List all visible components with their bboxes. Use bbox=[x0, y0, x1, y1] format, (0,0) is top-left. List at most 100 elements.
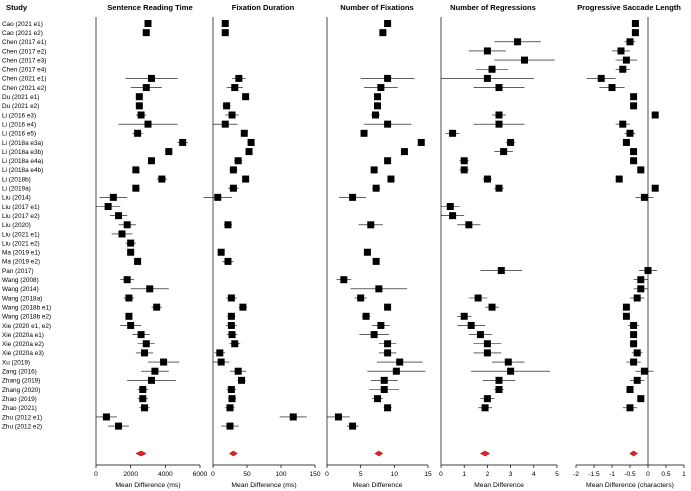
point-marker bbox=[640, 367, 648, 375]
point-marker bbox=[371, 111, 379, 119]
point-marker bbox=[240, 129, 248, 137]
x-tick-label: -1 bbox=[609, 471, 615, 478]
x-tick-label: 2000 bbox=[123, 471, 138, 478]
study-label: Li (2016 e3) bbox=[2, 112, 36, 119]
study-label: Cao (2021 e1) bbox=[2, 21, 43, 28]
point-marker bbox=[481, 404, 489, 412]
point-marker bbox=[507, 367, 515, 375]
point-marker bbox=[631, 29, 639, 37]
point-marker bbox=[495, 120, 503, 128]
point-marker bbox=[229, 184, 237, 192]
point-marker bbox=[370, 166, 378, 174]
study-label: Li (2018a e4a) bbox=[2, 158, 43, 165]
study-label: Zhang (2020) bbox=[2, 387, 40, 394]
point-marker bbox=[349, 193, 357, 201]
point-marker bbox=[597, 74, 605, 82]
study-label: Ma (2019 e2) bbox=[2, 259, 40, 266]
point-marker bbox=[357, 294, 365, 302]
point-marker bbox=[229, 166, 237, 174]
study-label: Liu (2021 e2) bbox=[2, 240, 40, 247]
point-marker bbox=[363, 248, 371, 256]
point-marker bbox=[109, 193, 117, 201]
point-marker bbox=[637, 285, 645, 293]
panel-title: Sentence Reading Time bbox=[107, 3, 193, 12]
point-marker bbox=[334, 413, 342, 421]
point-marker bbox=[630, 157, 638, 165]
point-marker bbox=[630, 93, 638, 101]
pooled-diamond bbox=[480, 450, 491, 457]
study-label: Xie (2020a e3) bbox=[2, 350, 44, 357]
point-marker bbox=[633, 294, 641, 302]
study-label: Chen (2017 e2) bbox=[2, 48, 46, 55]
study-label: Xie (2020a e1) bbox=[2, 332, 44, 339]
point-marker bbox=[507, 138, 515, 146]
point-marker bbox=[483, 175, 491, 183]
point-marker bbox=[384, 74, 392, 82]
point-marker bbox=[147, 376, 155, 384]
study-label: Wang (2018a) bbox=[2, 295, 42, 302]
point-marker bbox=[144, 20, 152, 27]
panel: Fixation Duration 0 50 100 150 Mean Differenc… bbox=[203, 3, 321, 489]
study-label: Du (2021 e1) bbox=[2, 94, 39, 101]
point-marker bbox=[637, 395, 645, 403]
point-marker bbox=[226, 404, 234, 412]
x-tick-label: 4000 bbox=[158, 471, 173, 478]
point-marker bbox=[630, 102, 638, 110]
study-label: Wang (2014) bbox=[2, 286, 39, 293]
point-marker bbox=[224, 257, 232, 265]
point-marker bbox=[228, 395, 236, 403]
point-marker bbox=[139, 395, 147, 403]
point-marker bbox=[228, 331, 236, 339]
point-marker bbox=[483, 395, 491, 403]
point-marker bbox=[504, 358, 512, 366]
x-tick-label: 0 bbox=[646, 471, 650, 478]
point-marker bbox=[349, 422, 357, 430]
point-marker bbox=[449, 212, 457, 220]
study-label: Liu (2017 e2) bbox=[2, 213, 40, 220]
point-marker bbox=[367, 221, 375, 229]
point-marker bbox=[630, 340, 638, 348]
point-marker bbox=[160, 358, 168, 366]
point-marker bbox=[387, 175, 395, 183]
point-marker bbox=[227, 321, 235, 329]
point-marker bbox=[115, 212, 123, 220]
point-marker bbox=[247, 138, 255, 146]
point-marker bbox=[221, 120, 229, 128]
point-marker bbox=[630, 321, 638, 329]
point-marker bbox=[446, 203, 454, 210]
study-label: Li (2018a e3a) bbox=[2, 140, 43, 147]
point-marker bbox=[380, 386, 388, 393]
point-marker bbox=[608, 84, 616, 92]
study-label: Liu (2021 e1) bbox=[2, 231, 40, 238]
point-marker bbox=[221, 29, 229, 37]
point-marker bbox=[619, 120, 627, 128]
point-marker bbox=[626, 38, 634, 46]
point-marker bbox=[384, 349, 392, 357]
point-marker bbox=[374, 102, 381, 110]
point-marker bbox=[488, 303, 496, 311]
point-marker bbox=[226, 422, 234, 430]
point-marker bbox=[165, 148, 173, 156]
point-marker bbox=[384, 20, 392, 27]
point-marker bbox=[377, 84, 385, 92]
point-marker bbox=[384, 340, 392, 348]
point-marker bbox=[125, 312, 133, 320]
point-marker bbox=[374, 395, 381, 403]
point-marker bbox=[141, 404, 149, 412]
point-marker bbox=[127, 239, 135, 247]
study-label: Xie (2020a e2) bbox=[2, 341, 44, 348]
study-label: Xie (2020 e1, e2) bbox=[2, 323, 51, 330]
point-marker bbox=[637, 276, 645, 284]
point-marker bbox=[651, 111, 659, 119]
point-marker bbox=[488, 65, 496, 73]
x-axis-label: Mean Difference (ms) bbox=[231, 482, 296, 489]
point-marker bbox=[384, 303, 392, 311]
point-marker bbox=[245, 148, 253, 156]
pooled-diamond bbox=[229, 450, 238, 457]
point-marker bbox=[644, 267, 652, 275]
study-label: Li (2018a e4b) bbox=[2, 167, 43, 174]
point-marker bbox=[622, 138, 630, 146]
point-marker bbox=[631, 20, 639, 27]
point-marker bbox=[483, 74, 491, 82]
point-marker bbox=[217, 248, 225, 256]
